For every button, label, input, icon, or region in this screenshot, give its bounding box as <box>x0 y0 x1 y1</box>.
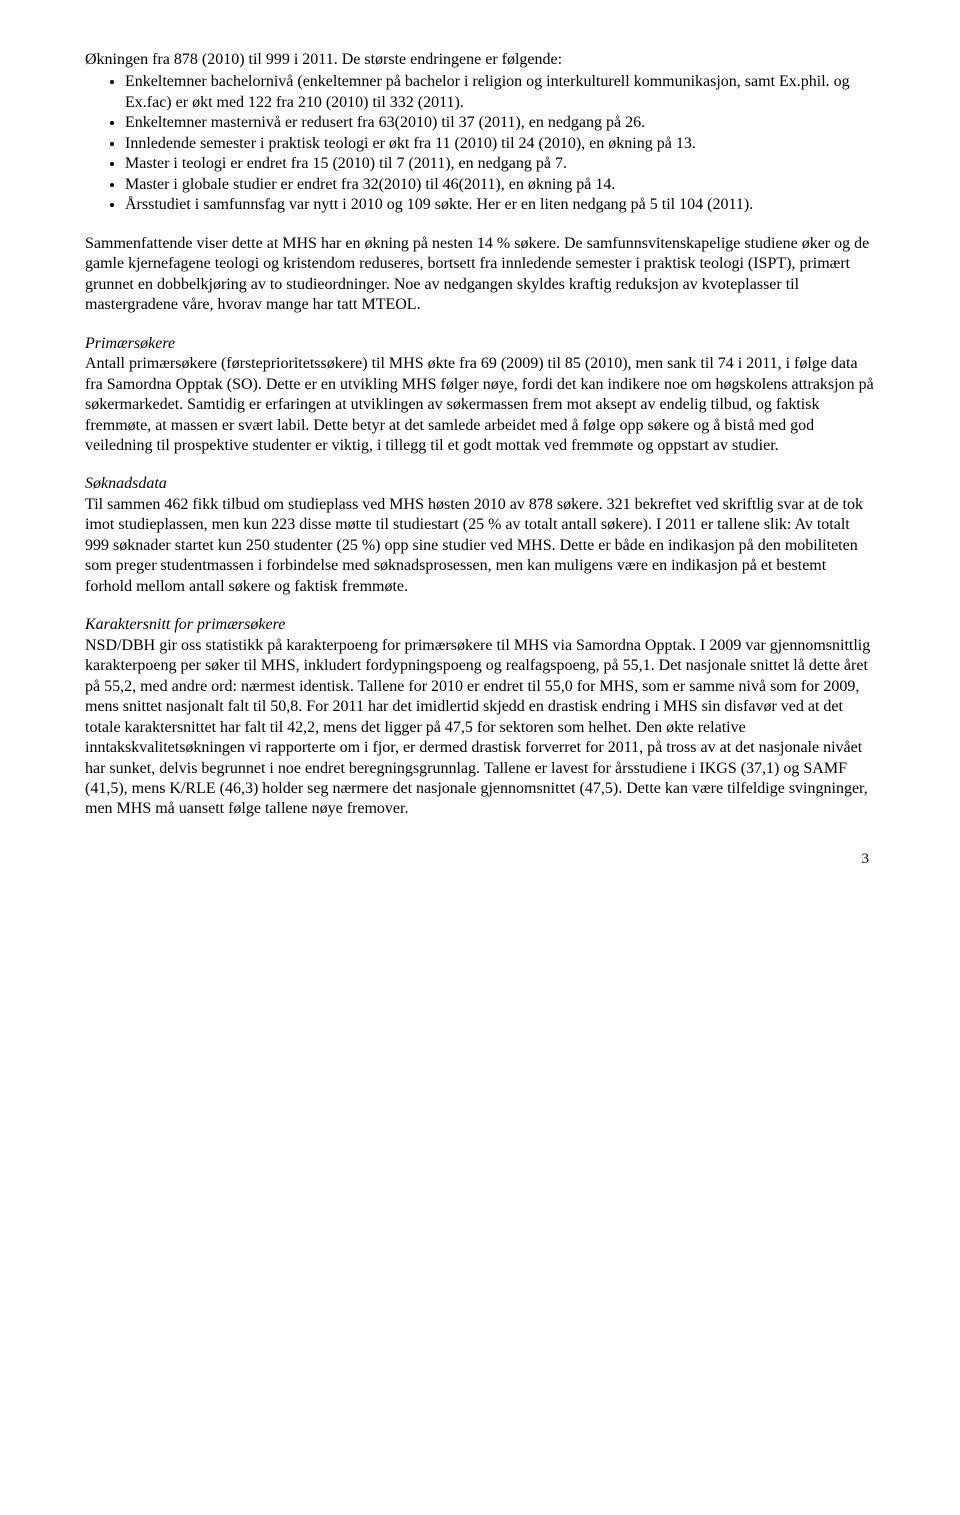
primary-body: Antall primærsøkere (førsteprioritetssøk… <box>85 354 875 456</box>
karakter-heading: Karaktersnitt for primærsøkere <box>85 615 875 635</box>
list-item: Enkeltemner bachelornivå (enkeltemner på… <box>125 72 875 113</box>
summary-paragraph: Sammenfattende viser dette at MHS har en… <box>85 234 875 316</box>
document-page: Økningen fra 878 (2010) til 999 i 2011. … <box>0 0 960 909</box>
intro-line: Økningen fra 878 (2010) til 999 i 2011. … <box>85 50 875 70</box>
list-item: Master i teologi er endret fra 15 (2010)… <box>125 154 875 174</box>
list-item: Enkeltemner masternivå er redusert fra 6… <box>125 113 875 133</box>
list-item: Årsstudiet i samfunnsfag var nytt i 2010… <box>125 195 875 215</box>
changes-list: Enkeltemner bachelornivå (enkeltemner på… <box>85 72 875 215</box>
soknads-heading: Søknadsdata <box>85 474 875 494</box>
primary-heading: Primærsøkere <box>85 334 875 354</box>
page-number: 3 <box>85 850 875 869</box>
karakter-body: NSD/DBH gir oss statistikk på karakterpo… <box>85 636 875 820</box>
list-item: Master i globale studier er endret fra 3… <box>125 175 875 195</box>
list-item: Innledende semester i praktisk teologi e… <box>125 134 875 154</box>
soknads-body: Til sammen 462 fikk tilbud om studieplas… <box>85 495 875 597</box>
